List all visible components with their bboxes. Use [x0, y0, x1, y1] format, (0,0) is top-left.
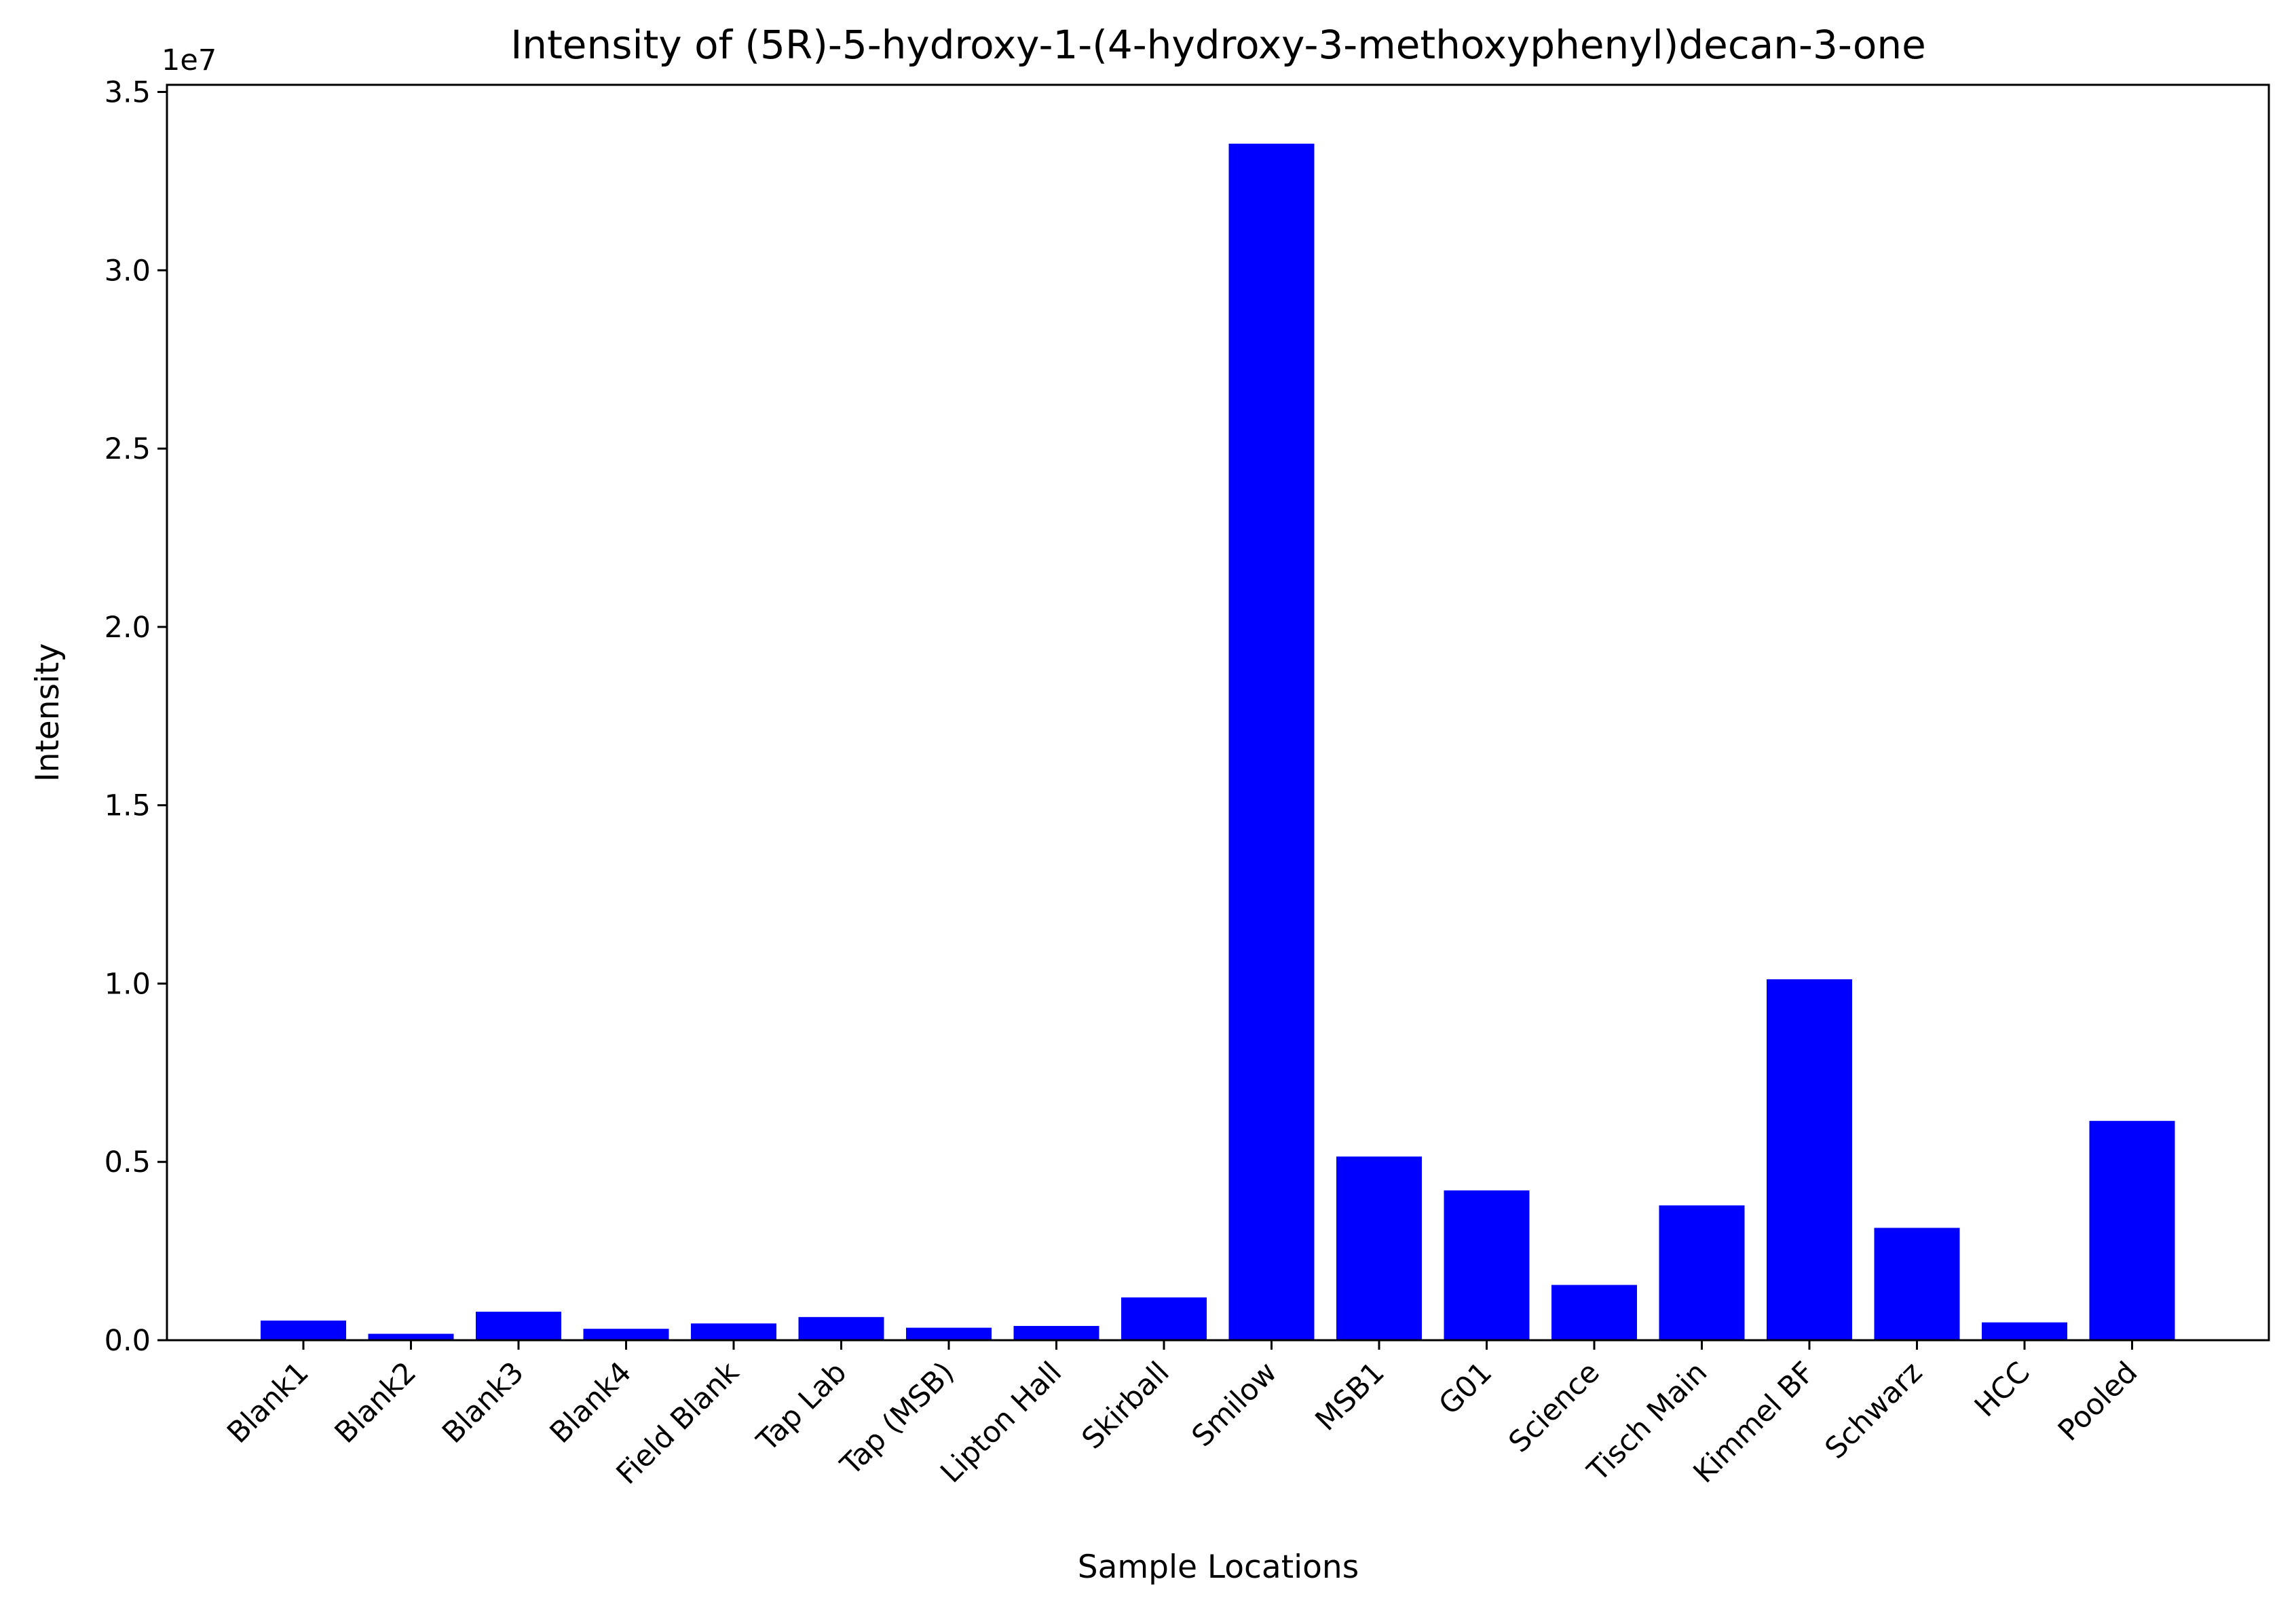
bar-lipton-hall [1013, 1325, 1099, 1340]
bar-blank2 [368, 1333, 454, 1340]
y-axis-offset-label: 1e7 [162, 43, 217, 77]
bar-skirball [1121, 1297, 1207, 1340]
bar-science [1551, 1285, 1637, 1340]
plot-area-frame [166, 83, 2270, 1342]
bar-g01 [1444, 1190, 1530, 1340]
y-tick-label: 2.5 [105, 432, 151, 466]
bar-msb1 [1336, 1156, 1422, 1340]
y-ticks-group: 0.0 0.5 1.0 1.5 2.0 2.5 3.0 3.5 [105, 76, 167, 1358]
bar-blank4 [583, 1329, 669, 1340]
y-tick-label: 0.0 [105, 1324, 151, 1358]
y-tick-label: 3.0 [105, 254, 151, 288]
y-tick-label: 1.5 [105, 789, 151, 823]
bar-kimmel-bf [1767, 979, 1852, 1340]
bar-tap-lab [798, 1316, 884, 1340]
y-tick-label: 1.0 [105, 967, 151, 1001]
bar-tap-msb [906, 1327, 992, 1340]
x-axis-label: Sample Locations [1078, 1549, 1359, 1586]
chart-title: Intensity of (5R)-5-hydroxy-1-(4-hydroxy… [510, 22, 1926, 68]
bar-field-blank [691, 1323, 776, 1340]
y-tick-label: 2.0 [105, 611, 151, 645]
bar-pooled [2089, 1120, 2175, 1340]
bars-group [261, 143, 2175, 1340]
y-axis-label: Intensity [29, 643, 67, 782]
bar-smilow [1228, 143, 1315, 1340]
y-tick-label: 0.5 [105, 1145, 151, 1179]
bar-blank3 [476, 1311, 561, 1340]
bar-schwarz [1874, 1228, 1960, 1340]
y-tick-label: 3.5 [105, 76, 151, 110]
bar-tisch-main [1659, 1205, 1745, 1340]
bar-hcc [1982, 1322, 2067, 1340]
bar-blank1 [261, 1321, 346, 1340]
